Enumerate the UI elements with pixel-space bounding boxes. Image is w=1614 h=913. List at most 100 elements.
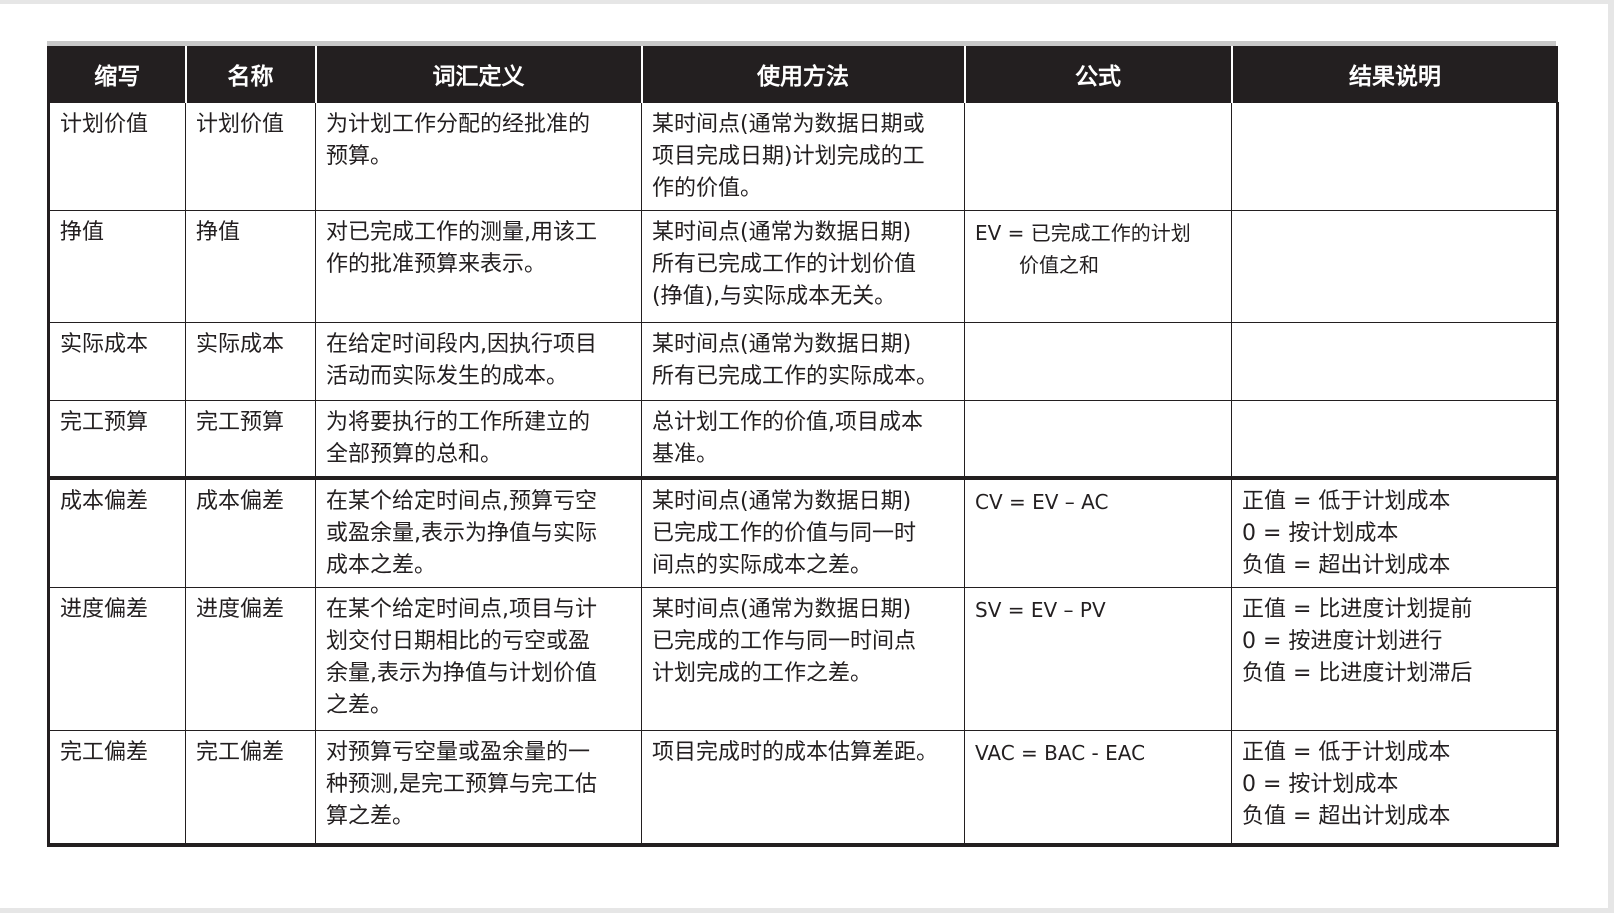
cell-abbr: 完工偏差 [47, 730, 186, 847]
column-header-result: 结果说明 [1230, 46, 1558, 103]
cell-name: 挣值 [185, 210, 316, 323]
cell-usage: 某时间点(通常为数据日期) 所有已完成工作的实际成本。 [641, 322, 965, 401]
column-header-usage: 使用方法 [640, 46, 965, 103]
table-row: 进度偏差 进度偏差 在某个给定时间点,项目与计 划交付日期相比的亏空或盈 余量,表示为挣… [47, 587, 1559, 731]
definition-line: 划交付日期相比的亏空或盈 [326, 629, 591, 654]
usage-line: 作的价值。 [652, 176, 763, 201]
cell-formula: VAC = BAC - EAC [964, 730, 1232, 847]
formula-line: SV = EV – PV [975, 598, 1106, 622]
usage-line: 所有已完成工作的实际成本。 [652, 364, 939, 389]
cell-result [1231, 400, 1559, 480]
cell-result [1231, 322, 1559, 401]
usage-line: 基准。 [652, 442, 719, 467]
table-row: 挣值 挣值 对已完成工作的测量,用该工 作的批准预算来表示。 某时间点(通常为数据日期)… [47, 210, 1559, 323]
cell-result: 正值 = 比进度计划提前 0 = 按进度计划进行负值 = 比进度计划滞后 [1231, 587, 1559, 731]
column-header-name: 名称 [184, 46, 316, 103]
cell-result [1231, 102, 1559, 211]
cell-definition: 在给定时间段内,因执行项目 活动而实际发生的成本。 [315, 322, 642, 401]
cell-definition: 为计划工作分配的经批准的 预算。 [315, 102, 642, 211]
table-row: 计划价值 计划价值 为计划工作分配的经批准的 预算。 某时间点(通常为数据日期或 项目完成… [47, 102, 1559, 211]
cell-formula [964, 102, 1232, 211]
definition-line: 在某个给定时间点,项目与计 [326, 597, 597, 622]
usage-line: 已完成的工作与同一时间点 [652, 629, 917, 654]
definition-line: 或盈余量,表示为挣值与实际 [326, 520, 597, 546]
usage-line: 计划完成的工作之差。 [652, 661, 873, 686]
usage-line: 某时间点(通常为数据日期) [652, 332, 912, 357]
definition-line: 余量,表示为挣值与计划价值 [326, 661, 597, 686]
table-row: 完工预算 完工预算 为将要执行的工作所建立的 全部预算的总和。 总计划工作的价值,项目成… [47, 400, 1559, 480]
cell-usage: 某时间点(通常为数据日期) 所有已完成工作的计划价值 (挣值),与实际成本无关。 [641, 210, 965, 323]
result-line: 负值 = 比进度计划滞后 [1242, 661, 1473, 686]
formula-line: 价值之和 [1019, 253, 1099, 277]
cell-abbr: 挣值 [47, 210, 186, 323]
result-line: 0 = 按计划成本 [1242, 772, 1399, 797]
usage-line: 总计划工作的价值,项目成本 [652, 410, 923, 435]
definition-line: 为将要执行的工作所建立的 [326, 410, 591, 435]
usage-line: 某时间点(通常为数据日期) [652, 488, 912, 514]
cell-name: 进度偏差 [185, 587, 316, 731]
result-line: 正值 = 比进度计划提前 [1242, 597, 1473, 622]
cell-name: 计划价值 [185, 102, 316, 211]
cell-name: 完工预算 [185, 400, 316, 480]
definition-line: 之差。 [326, 693, 393, 718]
cell-name: 实际成本 [185, 322, 316, 401]
result-line: 0 = 按进度计划进行 [1242, 629, 1443, 654]
cell-result: 正值 = 低于计划成本 0 = 按计划成本负值 = 超出计划成本 [1231, 730, 1559, 847]
cell-usage: 某时间点(通常为数据日期) 已完成的工作与同一时间点 计划完成的工作之差。 [641, 587, 965, 731]
definition-line: 在给定时间段内,因执行项目 [326, 332, 597, 357]
cell-abbr: 完工预算 [47, 400, 186, 480]
table-top-rule [47, 41, 1556, 46]
cell-usage: 某时间点(通常为数据日期) 已完成工作的价值与同一时 间点的实际成本之差。 [641, 477, 965, 588]
cell-name: 成本偏差 [185, 477, 316, 588]
cell-formula: EV = 已完成工作的计划价值之和 [964, 210, 1232, 323]
definition-line: 预算。 [326, 144, 393, 169]
usage-line: 间点的实际成本之差。 [652, 552, 873, 578]
definition-line: 种预测,是完工预算与完工估 [326, 772, 597, 797]
result-line: 正值 = 低于计划成本 [1242, 740, 1451, 765]
table-row: 实际成本 实际成本 在给定时间段内,因执行项目 活动而实际发生的成本。 某时间点(通常为… [47, 322, 1559, 401]
usage-line: (挣值),与实际成本无关。 [652, 284, 897, 309]
cell-formula: CV = EV – AC [964, 477, 1232, 588]
column-header-formula: 公式 [963, 46, 1232, 103]
definition-line: 全部预算的总和。 [326, 442, 503, 467]
cell-definition: 为将要执行的工作所建立的 全部预算的总和。 [315, 400, 642, 480]
definition-line: 对已完成工作的测量,用该工 [326, 220, 597, 245]
definition-line: 作的批准预算来表示。 [326, 252, 547, 277]
cell-abbr: 成本偏差 [47, 477, 186, 588]
usage-line: 某时间点(通常为数据日期或 [652, 112, 925, 137]
cell-formula [964, 322, 1232, 401]
cell-formula: SV = EV – PV [964, 587, 1232, 731]
definition-line: 在某个给定时间点,预算亏空 [326, 488, 597, 514]
formula-line: VAC = BAC - EAC [975, 741, 1146, 765]
header-row: 缩写 名称 词汇定义 使用方法 公式 结果说明 [47, 46, 1558, 103]
definition-line: 活动而实际发生的成本。 [326, 364, 569, 389]
cell-definition: 在某个给定时间点,预算亏空 或盈余量,表示为挣值与实际 成本之差。 [315, 477, 642, 588]
table-row: 完工偏差 完工偏差 对预算亏空量或盈余量的一 种预测,是完工预算与完工估 算之差。 项目完… [47, 730, 1559, 847]
usage-line: 某时间点(通常为数据日期) [652, 597, 912, 622]
usage-line: 所有已完成工作的计划价值 [652, 252, 917, 277]
cell-result: 正值 = 低于计划成本 0 = 按计划成本负值 = 超出计划成本 [1231, 477, 1559, 588]
usage-line: 项目完成时的成本估算差距。 [652, 740, 939, 765]
formula-line: EV = 已完成工作的计划 [975, 221, 1191, 245]
column-header-abbr: 缩写 [47, 46, 186, 103]
cell-formula [964, 400, 1232, 480]
cell-usage: 某时间点(通常为数据日期或 项目完成日期)计划完成的工 作的价值。 [641, 102, 965, 211]
cell-abbr: 计划价值 [47, 102, 186, 211]
result-line: 负值 = 超出计划成本 [1242, 552, 1451, 578]
cell-definition: 在某个给定时间点,项目与计 划交付日期相比的亏空或盈 余量,表示为挣值与计划价值 之差… [315, 587, 642, 731]
result-line: 正值 = 低于计划成本 [1242, 488, 1451, 514]
earned-value-table: 缩写 名称 词汇定义 使用方法 公式 结果说明 计划价值 计划价值 为计划工作分配的经批准的预… [47, 46, 1559, 847]
definition-line: 为计划工作分配的经批准的 [326, 112, 591, 137]
cell-abbr: 实际成本 [47, 322, 186, 401]
cell-name: 完工偏差 [185, 730, 316, 847]
result-line: 0 = 按计划成本 [1242, 520, 1399, 546]
definition-line: 算之差。 [326, 804, 415, 829]
cell-usage: 项目完成时的成本估算差距。 [641, 730, 965, 847]
definition-line: 成本之差。 [326, 552, 437, 578]
cell-usage: 总计划工作的价值,项目成本 基准。 [641, 400, 965, 480]
usage-line: 某时间点(通常为数据日期) [652, 220, 912, 245]
table-row: 成本偏差 成本偏差 在某个给定时间点,预算亏空 或盈余量,表示为挣值与实际 成本之差。某… [47, 477, 1559, 588]
result-line: 负值 = 超出计划成本 [1242, 804, 1451, 829]
cell-definition: 对已完成工作的测量,用该工 作的批准预算来表示。 [315, 210, 642, 323]
usage-line: 已完成工作的价值与同一时 [652, 520, 917, 546]
